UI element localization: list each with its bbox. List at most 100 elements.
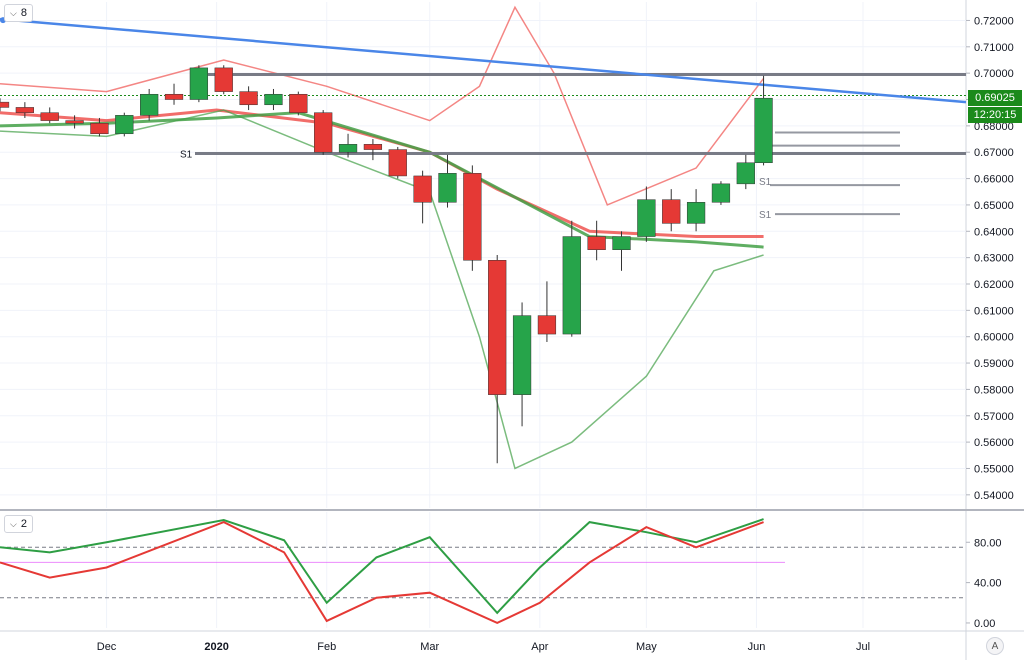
candle	[512, 302, 532, 427]
price-tick-label: 0.64000	[974, 226, 1014, 238]
oscillator-line	[0, 518, 764, 615]
candle-body	[662, 199, 681, 224]
candle-body	[314, 112, 333, 153]
chevron-down-icon: ⌵	[10, 518, 17, 529]
indicator-count: 8	[20, 7, 27, 19]
price-tick-label: 0.62000	[974, 279, 1014, 291]
price-tick-label: 0.61000	[974, 305, 1014, 317]
time-tick-label: Apr	[531, 641, 548, 653]
overlay-line	[0, 5, 765, 206]
candle	[65, 115, 84, 129]
price-tick-label: 0.71000	[974, 42, 1014, 54]
candle	[264, 88, 283, 111]
oscillator-tick-label: 40.00	[974, 578, 1002, 590]
candle-body	[388, 149, 407, 177]
main-indicators-toggle[interactable]: ⌵ 8	[4, 4, 33, 22]
price-tick-label: 0.60000	[974, 332, 1014, 344]
candle	[587, 220, 606, 261]
candle	[15, 102, 34, 118]
candle-body	[612, 236, 631, 250]
candle	[754, 75, 773, 166]
price-tick-label: 0.57000	[974, 411, 1014, 423]
price-tick-label: 0.72000	[974, 15, 1014, 27]
candle	[214, 65, 233, 95]
candle	[736, 154, 755, 190]
time-tick-label: Jul	[856, 641, 870, 653]
candle-body	[239, 91, 258, 106]
candle-body	[214, 67, 233, 92]
candle-body	[413, 175, 432, 203]
candle	[363, 139, 383, 161]
candle-body	[90, 122, 109, 135]
time-tick-label: 2020	[204, 641, 228, 653]
candle	[711, 181, 731, 205]
candle-body	[140, 93, 159, 116]
candle	[115, 112, 134, 137]
candle-body	[736, 162, 755, 185]
candle	[189, 65, 209, 103]
price-tick-label: 0.55000	[974, 463, 1014, 475]
candle-body	[463, 173, 482, 261]
candle-body	[0, 101, 10, 108]
chevron-down-icon: ⌵	[10, 7, 17, 18]
time-tick-label: Feb	[317, 641, 336, 653]
candle-body	[40, 112, 59, 121]
auto-scale-button[interactable]: A	[986, 637, 1004, 655]
time-tick-label: Mar	[420, 641, 439, 653]
price-tick-label: 0.66000	[974, 174, 1014, 186]
candle-body	[537, 315, 557, 335]
price-tick-label: 0.70000	[974, 68, 1014, 80]
candle	[164, 83, 184, 105]
candle-body	[637, 199, 656, 237]
candle-body	[115, 115, 134, 135]
candle-body	[488, 260, 507, 395]
oscillator-indicators-toggle[interactable]: ⌵ 2	[4, 515, 33, 533]
candle-body	[289, 93, 308, 113]
candle	[314, 110, 333, 155]
time-tick-label: Jun	[748, 641, 766, 653]
candle-body	[189, 67, 209, 100]
oscillator-tick-label: 0.00	[974, 618, 995, 630]
candle-body	[65, 120, 84, 124]
candle	[388, 146, 407, 179]
candle	[637, 186, 656, 242]
candle-body	[15, 107, 34, 113]
candle	[562, 220, 581, 337]
candle	[0, 98, 10, 112]
candle	[438, 154, 457, 208]
candle	[488, 255, 507, 464]
candle	[239, 86, 258, 111]
candle-body	[686, 202, 706, 224]
candle	[662, 189, 681, 232]
candle-body	[363, 144, 383, 150]
current-price-label: 0.69025	[968, 90, 1022, 106]
pivot-label-S1: S1	[180, 150, 193, 161]
candle	[686, 189, 706, 232]
candle-body	[512, 315, 532, 395]
candle-body	[711, 183, 731, 203]
oscillator-indicator-count: 2	[20, 518, 27, 530]
price-tick-label: 0.56000	[974, 437, 1014, 449]
candle	[40, 107, 59, 124]
trendline	[0, 17, 967, 104]
candle	[338, 133, 358, 158]
candle	[413, 170, 432, 224]
candle	[289, 91, 308, 116]
price-tick-label: 0.67000	[974, 147, 1014, 159]
candle-body	[438, 173, 457, 203]
candle-body	[754, 97, 773, 164]
price-tick-label: 0.68000	[974, 121, 1014, 133]
candle-body	[164, 93, 184, 100]
price-tick-label: 0.59000	[974, 358, 1014, 370]
price-tick-label: 0.54000	[974, 490, 1014, 502]
candle-body	[264, 93, 283, 106]
pivot-label-S1: S1	[759, 210, 772, 221]
candle	[140, 88, 159, 121]
price-tick-label: 0.65000	[974, 200, 1014, 212]
candle-body	[562, 236, 581, 335]
candle	[537, 281, 557, 342]
time-tick-label: May	[636, 641, 657, 653]
